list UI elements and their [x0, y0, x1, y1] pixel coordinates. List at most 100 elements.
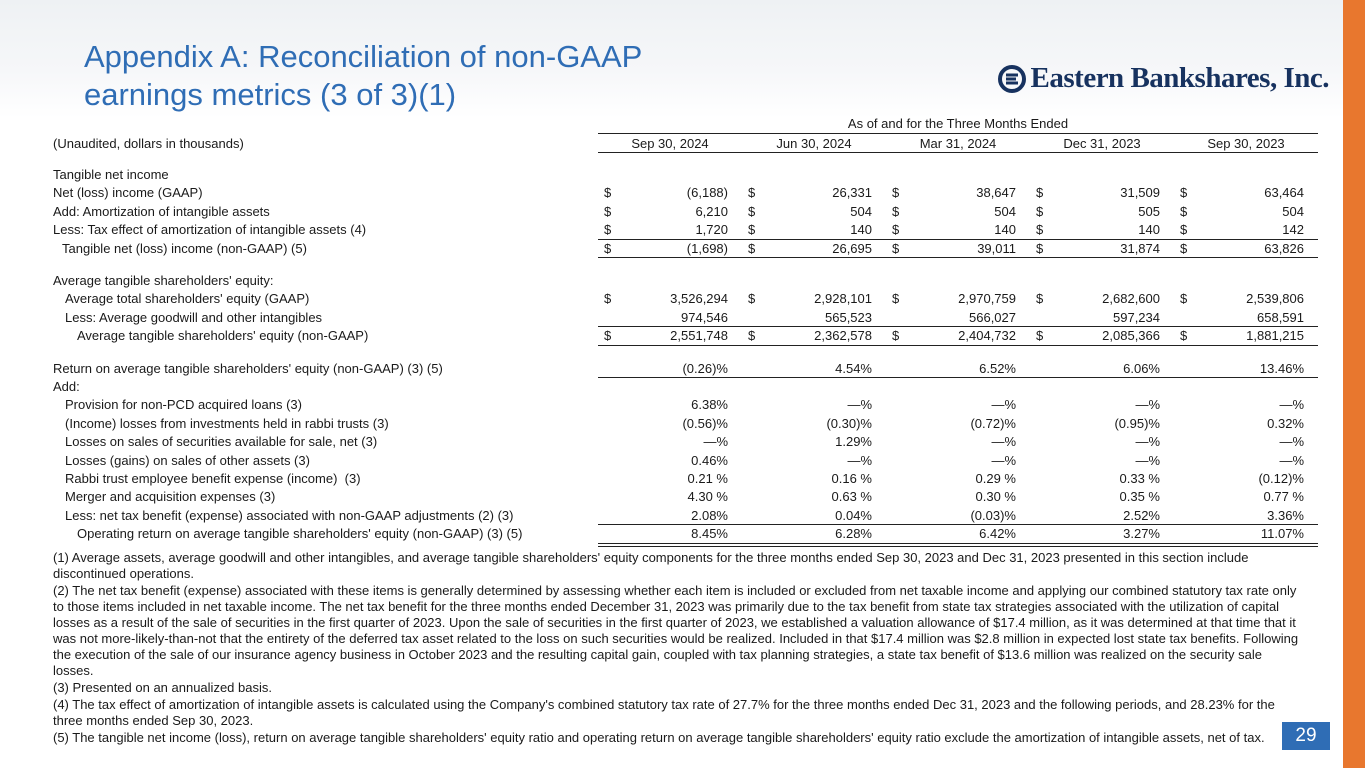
cell-value: —%: [1135, 452, 1160, 468]
currency-symbol: $: [892, 240, 900, 256]
row-label: Tangible net (loss) income (non-GAAP) (5…: [62, 240, 307, 256]
currency-symbol: $: [892, 222, 900, 238]
logo-icon: [997, 64, 1026, 93]
currency-symbol: $: [604, 222, 612, 238]
rule: [598, 238, 1318, 240]
rule: [598, 152, 1318, 153]
currency-symbol: $: [748, 203, 756, 219]
cell-value: 2,085,366: [1102, 328, 1160, 344]
cell-value: 31,874: [1120, 240, 1160, 256]
cell-value: 1.29%: [835, 434, 872, 450]
cell-value: 11.07%: [1260, 526, 1304, 542]
row-label: Rabbi trust employee benefit expense (in…: [65, 471, 361, 486]
cell-value: —%: [991, 397, 1016, 413]
cell-value: 142: [1282, 222, 1304, 238]
stub-header: (Unaudited, dollars in thousands): [53, 136, 244, 151]
row-label: Less: Average goodwill and other intangi…: [65, 309, 323, 325]
cell-value: (0.95)%: [1114, 415, 1160, 431]
cell-value: —%: [847, 397, 872, 413]
cell-value: 2.08%: [691, 507, 728, 523]
footnotes: (1) Average assets, average goodwill and…: [53, 550, 1303, 747]
cell-value: 3.27%: [1123, 526, 1160, 542]
rule: [598, 133, 1318, 134]
cell-value: —%: [847, 452, 872, 468]
cell-value: 0.04%: [835, 507, 872, 523]
cell-value: 140: [994, 222, 1016, 238]
cell-value: 2.52%: [1123, 507, 1160, 523]
cell-value: 597,234: [1113, 309, 1160, 325]
column-header: Jun 30, 2024: [776, 136, 852, 151]
rule: [598, 344, 1318, 346]
cell-value: —%: [703, 434, 728, 450]
cell-value: 504: [994, 203, 1016, 219]
cell-value: 974,546: [681, 309, 728, 325]
cell-value: 0.30 %: [975, 489, 1016, 505]
currency-symbol: $: [1036, 185, 1044, 201]
cell-value: 0.16 %: [831, 471, 872, 486]
currency-symbol: $: [748, 222, 756, 238]
title-line: earnings metrics (3 of 3)(1): [84, 77, 457, 112]
cell-value: 0.33 %: [1119, 471, 1160, 486]
row-label: Tangible net income: [53, 167, 169, 182]
currency-symbol: $: [1180, 222, 1188, 238]
currency-symbol: $: [892, 185, 900, 201]
rule: [598, 326, 1318, 328]
title-line: Appendix A: Reconciliation of non-GAAP: [84, 39, 643, 74]
rule: [598, 524, 1318, 526]
cell-value: 31,509: [1120, 185, 1160, 201]
cell-value: 505: [1138, 203, 1160, 219]
row-label: Merger and acquisition expenses (3): [65, 489, 276, 505]
cell-value: 658,591: [1257, 309, 1304, 325]
cell-value: 63,826: [1264, 240, 1304, 256]
column-header: Sep 30, 2023: [1207, 136, 1285, 151]
row-label: Less: Tax effect of amortization of inta…: [53, 222, 367, 238]
row-label: Return on average tangible shareholders'…: [53, 360, 443, 376]
logo-text: Eastern Bankshares, Inc.: [1030, 62, 1330, 94]
cell-value: 3,526,294: [670, 291, 728, 307]
cell-value: 0.63 %: [831, 489, 872, 505]
cell-value: 0.35 %: [1119, 489, 1160, 505]
cell-value: (0.56)%: [682, 415, 728, 431]
cell-value: 6,210: [695, 203, 728, 219]
cell-value: 0.32%: [1267, 415, 1304, 431]
cell-value: 2,928,101: [814, 291, 872, 307]
cell-value: 39,011: [977, 240, 1016, 256]
cell-value: 0.21 %: [687, 471, 728, 486]
currency-symbol: $: [604, 203, 612, 219]
cell-value: 26,331: [832, 185, 872, 201]
cell-value: (0.26)%: [682, 360, 728, 376]
currency-symbol: $: [1180, 291, 1188, 307]
cell-value: 4.30 %: [687, 489, 728, 505]
column-header: Sep 30, 2024: [631, 136, 709, 151]
footnote: (3) Presented on an annualized basis.: [53, 680, 272, 695]
cell-value: 2,682,600: [1102, 291, 1160, 307]
row-label: Net (loss) income (GAAP): [53, 185, 203, 201]
cell-value: 38,647: [976, 185, 1016, 201]
currency-symbol: $: [604, 328, 612, 344]
cell-value: (6,188): [686, 185, 728, 201]
cell-value: 6.38%: [691, 397, 728, 413]
column-header: Mar 31, 2024: [919, 136, 997, 151]
currency-symbol: $: [1180, 203, 1188, 219]
cell-value: —%: [1279, 397, 1304, 413]
row-label: Losses on sales of securities available …: [65, 434, 378, 450]
row-label: Add:: [53, 379, 80, 394]
cell-value: 2,539,806: [1246, 291, 1304, 307]
cell-value: 13.46%: [1259, 360, 1304, 376]
cell-value: 0.29 %: [975, 471, 1016, 486]
currency-symbol: $: [1180, 185, 1188, 201]
cell-value: 0.46%: [691, 452, 728, 468]
row-label: Average total shareholders' equity (GAAP…: [65, 291, 310, 307]
logo: Eastern Bankshares, Inc.: [997, 62, 1330, 95]
cell-value: —%: [991, 434, 1016, 450]
cell-value: (0.12)%: [1258, 471, 1304, 486]
page-number: 29: [1282, 722, 1330, 750]
cell-value: 6.52%: [979, 360, 1016, 376]
currency-symbol: $: [604, 185, 612, 201]
cell-value: 4.54%: [835, 360, 872, 376]
currency-symbol: $: [1180, 328, 1188, 344]
cell-value: 26,695: [832, 240, 872, 256]
currency-symbol: $: [1036, 222, 1044, 238]
row-label: Losses (gains) on sales of other assets …: [65, 452, 310, 468]
